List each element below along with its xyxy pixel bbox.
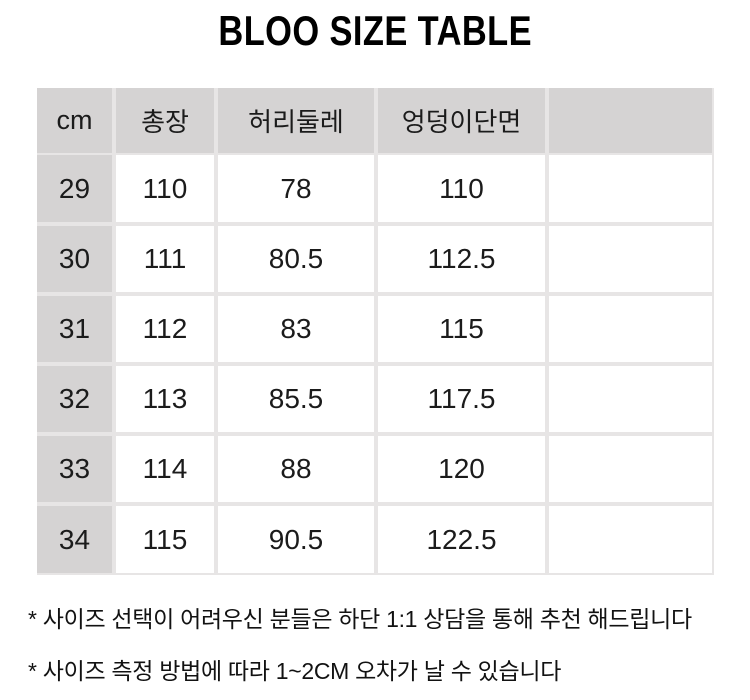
size-label-cell: 34 xyxy=(37,502,116,576)
waist-cell: 83 xyxy=(214,292,378,367)
header-cell-hip: 엉덩이단면 xyxy=(374,88,549,156)
hip-cell: 115 xyxy=(374,292,549,367)
total-length-cell: 110 xyxy=(112,154,218,227)
size-table-body: 29 110 78 110 30 111 80.5 112.5 31 112 8… xyxy=(37,154,714,576)
size-label-cell: 31 xyxy=(37,292,116,367)
size-label-cell: 33 xyxy=(37,432,116,507)
empty-cell xyxy=(545,292,714,367)
header-cell-waist: 허리둘레 xyxy=(214,88,378,156)
header-cell-total-length: 총장 xyxy=(112,88,218,156)
size-label-cell: 29 xyxy=(37,154,116,227)
empty-cell xyxy=(545,222,714,297)
table-row: 30 111 80.5 112.5 xyxy=(37,222,714,297)
hip-cell: 120 xyxy=(374,432,549,507)
waist-cell: 80.5 xyxy=(214,222,378,297)
page-title-text: BLOO SIZE TABLE xyxy=(218,7,532,54)
size-table-page: BLOO SIZE TABLE cm 총장 허리둘레 엉덩이단면 29 110 … xyxy=(0,7,750,700)
total-length-cell: 113 xyxy=(112,362,218,437)
waist-cell: 88 xyxy=(214,432,378,507)
empty-cell xyxy=(545,502,714,576)
waist-cell: 78 xyxy=(214,154,378,227)
hip-cell: 112.5 xyxy=(374,222,549,297)
note-size-consult: * 사이즈 선택이 어려우신 분들은 하단 1:1 상담을 통해 추천 해드립니… xyxy=(28,606,692,633)
total-length-cell: 114 xyxy=(112,432,218,507)
size-table: cm 총장 허리둘레 엉덩이단면 29 110 78 110 30 111 80… xyxy=(37,88,714,576)
table-row: 29 110 78 110 xyxy=(37,154,714,227)
size-label-cell: 32 xyxy=(37,362,116,437)
waist-cell: 85.5 xyxy=(214,362,378,437)
table-row: 34 115 90.5 122.5 xyxy=(37,502,714,576)
table-row: 31 112 83 115 xyxy=(37,292,714,367)
hip-cell: 110 xyxy=(374,154,549,227)
hip-cell: 117.5 xyxy=(374,362,549,437)
table-row: 33 114 88 120 xyxy=(37,432,714,507)
hip-cell: 122.5 xyxy=(374,502,549,576)
empty-cell xyxy=(545,432,714,507)
total-length-cell: 111 xyxy=(112,222,218,297)
waist-cell: 90.5 xyxy=(214,502,378,576)
total-length-cell: 112 xyxy=(112,292,218,367)
size-label-cell: 30 xyxy=(37,222,116,297)
size-table-header: cm 총장 허리둘레 엉덩이단면 xyxy=(37,88,714,156)
header-cell-cm: cm xyxy=(37,88,116,156)
header-cell-empty xyxy=(545,88,714,156)
empty-cell xyxy=(545,154,714,227)
header-row: cm 총장 허리둘레 엉덩이단면 xyxy=(37,88,714,156)
empty-cell xyxy=(545,362,714,437)
table-row: 32 113 85.5 117.5 xyxy=(37,362,714,437)
note-size-tolerance: * 사이즈 측정 방법에 따라 1~2CM 오차가 날 수 있습니다 xyxy=(28,658,562,685)
page-title: BLOO SIZE TABLE xyxy=(0,7,750,54)
total-length-cell: 115 xyxy=(112,502,218,576)
footnotes: * 사이즈 선택이 어려우신 분들은 하단 1:1 상담을 통해 추천 해드립니… xyxy=(28,600,750,686)
